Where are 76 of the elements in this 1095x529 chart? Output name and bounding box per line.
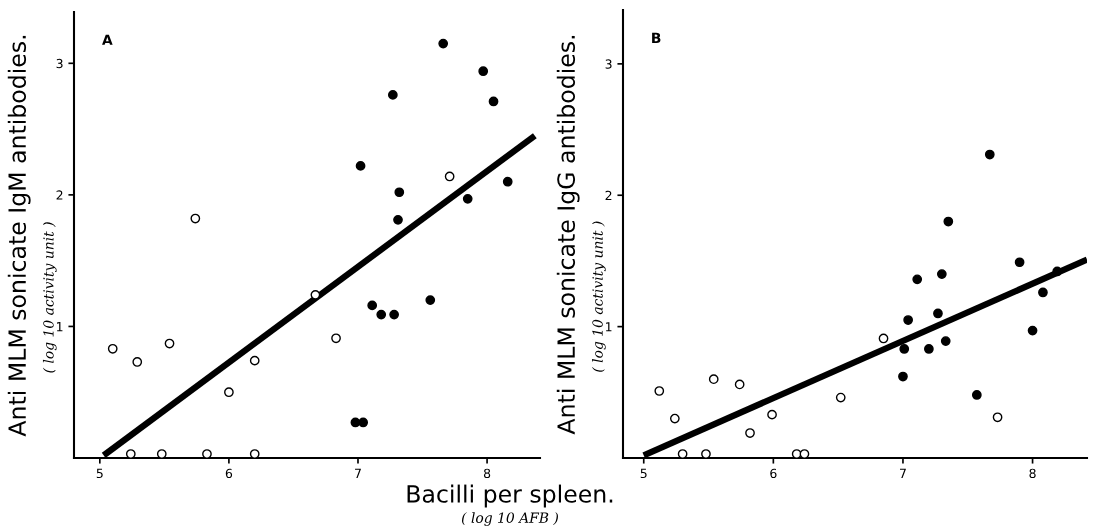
x-tick-label: 7 <box>355 468 361 478</box>
point <box>940 336 951 346</box>
point <box>936 269 947 279</box>
point <box>389 309 399 320</box>
x-tick-label: 5 <box>96 468 103 479</box>
y-axis-title: Anti MLM sonicate IgG antibodies. <box>556 35 580 435</box>
point <box>791 449 802 458</box>
point <box>478 66 489 77</box>
point <box>367 300 378 311</box>
point <box>912 274 923 285</box>
point <box>984 149 995 160</box>
x-tick-label: 5 <box>640 468 647 479</box>
x-tick-label: 7 <box>900 468 906 478</box>
point <box>502 176 513 187</box>
point <box>249 355 260 366</box>
x-tick-label: 6 <box>770 468 777 479</box>
point <box>903 315 914 325</box>
y-tick-label: 3 <box>56 58 63 69</box>
point <box>1014 257 1025 268</box>
point <box>444 171 455 182</box>
y-tick-label: 1 <box>606 322 612 332</box>
point <box>425 295 436 305</box>
point <box>190 213 201 224</box>
x-tick-label: 6 <box>225 468 233 479</box>
point <box>669 413 680 424</box>
y-tick-label: 3 <box>605 59 612 69</box>
x-axis-title: Bacilli per spleen. <box>407 484 613 508</box>
point <box>654 386 665 396</box>
point <box>164 338 175 349</box>
y-tick-label: 2 <box>56 190 63 200</box>
text: ( log 10 AFB ) <box>462 512 558 526</box>
point <box>767 409 777 420</box>
point <box>933 308 943 319</box>
point <box>387 90 398 100</box>
point <box>358 417 369 428</box>
point <box>462 193 473 204</box>
x-tick-label: 8 <box>483 468 491 479</box>
point <box>899 344 910 354</box>
point <box>438 38 449 49</box>
point <box>1027 325 1038 336</box>
annotation: A <box>102 34 113 45</box>
point <box>249 449 260 458</box>
point <box>734 379 745 390</box>
x-tick-label: 8 <box>1029 468 1036 479</box>
y-tick-label: 1 <box>57 322 63 332</box>
point <box>677 449 688 458</box>
point <box>1052 266 1063 277</box>
point <box>745 428 755 438</box>
point <box>224 387 234 398</box>
point <box>376 309 387 320</box>
point <box>924 344 934 354</box>
point <box>898 371 908 382</box>
point <box>799 449 810 458</box>
point <box>331 333 341 344</box>
point <box>971 390 982 400</box>
annotation: B <box>652 32 661 43</box>
point <box>125 449 136 458</box>
point <box>394 187 405 198</box>
y-tick-label: 2 <box>605 190 612 200</box>
point <box>992 412 1003 423</box>
point <box>488 96 499 107</box>
point <box>943 216 954 227</box>
point <box>107 343 118 354</box>
text: ( log 10 activity unit ) <box>592 221 606 372</box>
point <box>708 374 719 385</box>
point <box>1038 287 1048 298</box>
point <box>355 161 366 171</box>
text: ( log 10 activity unit ) <box>42 222 57 373</box>
point <box>156 449 167 458</box>
point <box>132 357 143 367</box>
y-axis-title: Anti MLM sonicate IgM antibodies. <box>7 35 31 437</box>
point <box>878 333 889 344</box>
point <box>393 215 403 225</box>
point <box>701 449 711 458</box>
point <box>835 392 846 403</box>
point <box>202 449 212 458</box>
